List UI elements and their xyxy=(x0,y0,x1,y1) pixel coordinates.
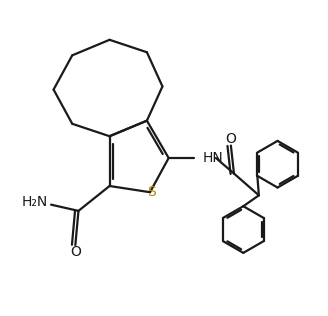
Text: H₂N: H₂N xyxy=(22,195,48,209)
Text: HN: HN xyxy=(203,151,224,165)
Text: O: O xyxy=(225,132,236,146)
Text: S: S xyxy=(147,185,156,199)
Text: O: O xyxy=(70,245,81,259)
